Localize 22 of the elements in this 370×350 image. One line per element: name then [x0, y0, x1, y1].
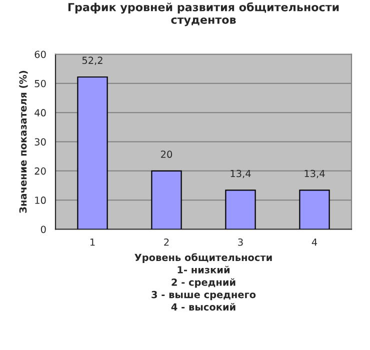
bar: [299, 190, 330, 230]
x-axis-title: Уровень общительности 1- низкий 2 - средний 3 - выше среднего 4 - высокий: [134, 253, 272, 311]
bar: [225, 190, 256, 230]
bar: [151, 170, 182, 230]
chart-title: График уровней развития общительности студентов: [68, 2, 339, 26]
bar: [77, 76, 108, 230]
y-tick-label: 20: [34, 167, 46, 175]
y-tick-label: 40: [34, 109, 46, 116]
y-tick-label: 10: [35, 196, 46, 204]
y-tick-label: 30: [34, 138, 46, 146]
y-tick-label: 60: [34, 50, 46, 58]
x-tick-label: 1: [90, 238, 95, 246]
data-label: 13,4: [304, 170, 325, 178]
y-tick-label: 50: [34, 80, 46, 88]
x-tick-label: 4: [312, 238, 318, 246]
data-label: 20: [161, 150, 172, 158]
data-label: 13,4: [230, 170, 251, 178]
x-tick-label: 2: [164, 238, 169, 246]
y-axis-title: Значение показателя (%): [19, 70, 28, 213]
y-tick-label: 0: [40, 226, 46, 234]
data-label: 52,2: [82, 56, 102, 65]
x-tick-label: 3: [238, 238, 243, 246]
